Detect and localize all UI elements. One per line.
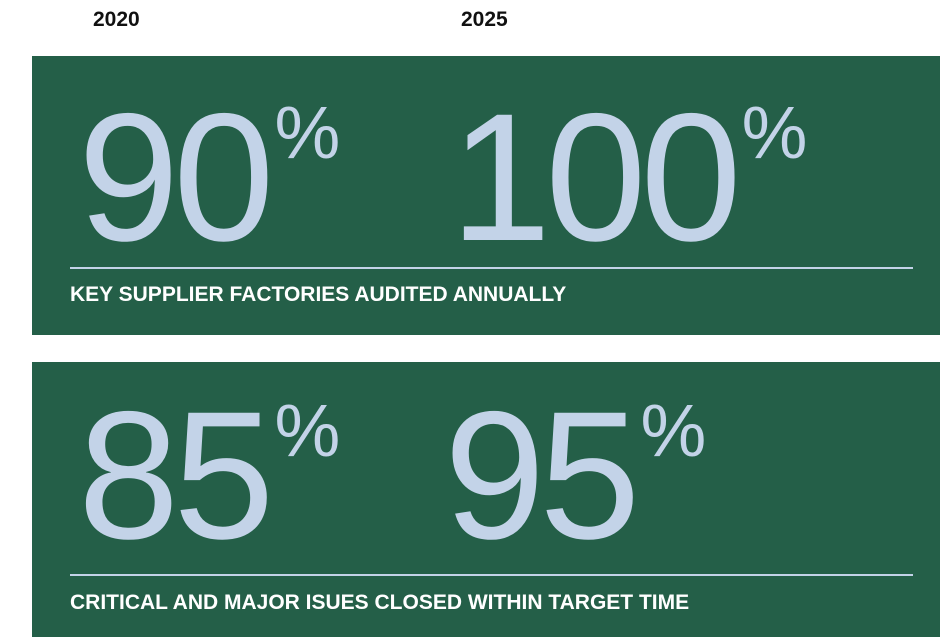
year-label: 2020 xyxy=(93,8,140,31)
figure-unit: % xyxy=(640,389,707,472)
figure-unit: % xyxy=(741,91,808,174)
figure: 95% xyxy=(444,384,706,566)
figure-unit: % xyxy=(274,389,341,472)
metric-label: CRITICAL AND MAJOR ISUES CLOSED WITHIN T… xyxy=(70,591,690,614)
figure-value: 90 xyxy=(78,75,274,279)
metric-label: KEY SUPPLIER FACTORIES AUDITED ANNUALLY xyxy=(70,283,567,306)
figure: 90% xyxy=(78,86,340,268)
year-label: 2025 xyxy=(461,8,508,31)
figure: 100% xyxy=(450,86,807,268)
figure-value: 100 xyxy=(450,75,742,279)
figure-unit: % xyxy=(274,91,341,174)
divider xyxy=(70,267,913,269)
figure-value: 85 xyxy=(78,373,274,577)
metric-panel: 90% 100% KEY SUPPLIER FACTORIES AUDITED … xyxy=(32,56,940,335)
figure-value: 95 xyxy=(444,373,640,577)
metric-panel: 85% 95% CRITICAL AND MAJOR ISUES CLOSED … xyxy=(32,362,940,637)
divider xyxy=(70,574,913,576)
figure: 85% xyxy=(78,384,340,566)
